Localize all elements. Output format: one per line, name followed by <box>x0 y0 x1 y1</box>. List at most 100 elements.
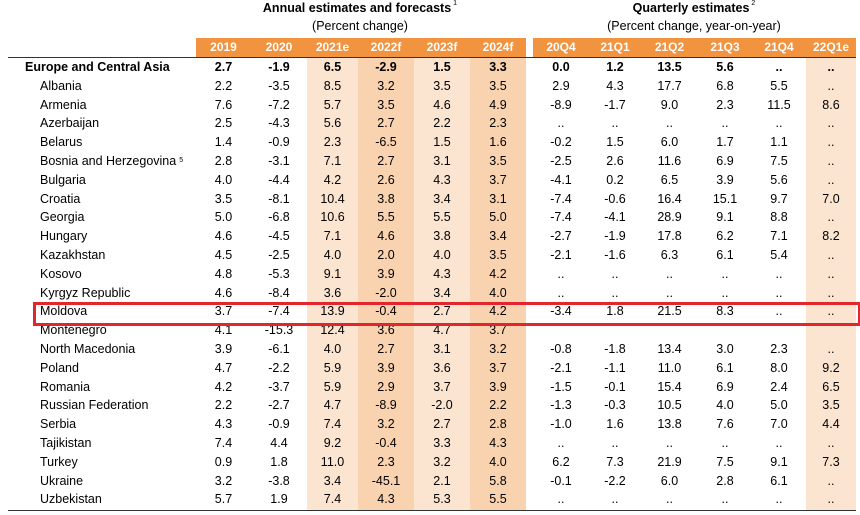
row-label: North Macedonia <box>40 342 136 356</box>
annual-cell: 5.5 <box>433 210 451 225</box>
annual-cell: -45.1 <box>371 473 401 488</box>
col-header-21q2: 21Q2 <box>654 40 685 54</box>
quarterly-cell: 1.6 <box>606 417 624 432</box>
quarterly-cell: 6.0 <box>660 473 679 488</box>
annual-cell: 2.2 <box>214 398 233 413</box>
quarterly-cell: 6.9 <box>716 379 734 394</box>
quarterly-cell: .. <box>611 436 619 450</box>
quarterly-cell: 15.1 <box>712 191 738 206</box>
annual-cell: 4.7 <box>323 398 342 413</box>
quarterly-cell: 7.1 <box>770 229 788 244</box>
annual-cell: 2.5 <box>214 116 233 131</box>
annual-cell: -4.3 <box>268 116 290 131</box>
shade-22q1e <box>806 58 856 510</box>
quarterly-title: Quarterly estimates 2 <box>632 0 756 15</box>
annual-cell: 5.8 <box>489 473 507 488</box>
table-row: Bulgaria 4.0 -4.4 4.2 2.6 4.3 3.7 -4.1 0.2 6.5 3.9… <box>0 171 860 190</box>
col-header-2019: 2019 <box>210 40 237 54</box>
annual-cell: 4.6 <box>214 285 233 300</box>
annual-cell: 9.1 <box>323 266 342 281</box>
annual-cell: 7.6 <box>214 97 233 112</box>
annual-cell: -8.4 <box>268 285 290 300</box>
annual-cell: 4.3 <box>377 492 395 507</box>
table-row: Montenegro 4.1 -15.3 12.4 3.6 4.7 3.7 <box>0 321 860 340</box>
annual-cell: 1.5 <box>433 60 451 74</box>
quarterly-cell: 2.4 <box>770 379 788 394</box>
annual-cell: 5.9 <box>323 379 342 394</box>
annual-cell: 2.7 <box>377 116 395 131</box>
col-header-21q3: 21Q3 <box>710 40 740 54</box>
quarterly-cell: -3.4 <box>550 304 572 319</box>
annual-cell: 4.4 <box>270 436 288 450</box>
annual-cell: 3.9 <box>377 266 395 281</box>
annual-cell: 4.7 <box>214 360 233 375</box>
annual-cell: 3.2 <box>214 473 233 488</box>
quarterly-cell: .. <box>827 436 835 450</box>
row-label: Hungary <box>40 229 88 244</box>
annual-cell: 3.7 <box>489 172 507 187</box>
annual-cell: 5.0 <box>489 210 507 225</box>
quarterly-cell: .. <box>557 436 565 450</box>
annual-cell: 9.2 <box>323 436 342 450</box>
annual-cell: 2.3 <box>323 135 342 150</box>
quarterly-cell: 7.0 <box>770 417 788 432</box>
annual-cell: 3.9 <box>489 379 507 394</box>
annual-cell: -2.7 <box>268 398 290 413</box>
quarterly-cell: 6.2 <box>716 229 734 244</box>
annual-cell: 0.9 <box>214 454 233 469</box>
quarterly-cell: .. <box>557 492 565 507</box>
quarterly-cell: 13.5 <box>657 60 682 74</box>
annual-cell: 1.9 <box>270 492 288 507</box>
table-row: Kyrgyz Republic 4.6 -8.4 3.6 -2.0 3.4 4.0.....… <box>0 284 860 303</box>
annual-cell: 3.7 <box>489 323 507 338</box>
annual-cell: 4.0 <box>323 248 342 262</box>
annual-cell: 3.7 <box>214 304 233 319</box>
annual-cell: 5.3 <box>433 492 451 507</box>
quarterly-cell: -2.1 <box>550 248 572 262</box>
annual-cell: 5.9 <box>323 360 342 375</box>
quarterly-cell: 2.9 <box>552 78 570 93</box>
quarterly-cell: 9.7 <box>770 191 788 206</box>
row-label: Armenia <box>40 97 87 112</box>
quarterly-cell: .. <box>557 285 565 300</box>
row-label: Azerbaijan <box>40 116 100 131</box>
quarterly-cell: 11.5 <box>767 97 791 112</box>
col-header-2020: 2020 <box>265 40 293 54</box>
annual-cell: 3.3 <box>433 436 451 450</box>
quarterly-cell: 21.9 <box>657 454 682 469</box>
quarterly-cell: -0.3 <box>604 398 626 413</box>
quarterly-cell: 4.3 <box>606 78 624 93</box>
annual-cell: -8.9 <box>375 398 397 413</box>
quarterly-cell: .. <box>775 492 783 507</box>
annual-cell: -15.3 <box>264 323 294 338</box>
annual-subtitle: (Percent change) <box>312 19 408 33</box>
table-row: Ukraine 3.2 -3.8 3.4 -45.1 2.1 5.8 -0.1 -2.2 6.0 2… <box>0 472 860 491</box>
row-label: Serbia <box>40 417 77 432</box>
col-header-2023f: 2023f <box>426 40 458 54</box>
annual-cell: 2.2 <box>214 78 233 93</box>
row-label: Russian Federation <box>40 398 149 413</box>
quarterly-cell: 3.5 <box>822 398 840 413</box>
col-header-2024f: 2024f <box>482 40 514 54</box>
annual-cell: 7.4 <box>214 436 233 450</box>
quarterly-cell: -0.6 <box>604 191 626 206</box>
quarterly-cell: 3.9 <box>716 172 734 187</box>
quarterly-cell: 9.2 <box>822 360 840 375</box>
quarterly-cell: .. <box>775 266 783 281</box>
quarterly-cell: -2.1 <box>550 360 572 375</box>
annual-cell: 5.6 <box>323 116 342 131</box>
col-header-21q1: 21Q1 <box>600 40 630 54</box>
annual-cell: 13.9 <box>320 304 345 319</box>
quarterly-cell: 2.8 <box>716 473 734 488</box>
annual-cell: 4.3 <box>489 436 507 450</box>
table-row: Bosnia and Herzegovina 5 2.8 -3.1 7.1 2.7 3.1 3… <box>0 152 860 171</box>
row-label: Montenegro <box>40 323 107 338</box>
quarterly-cell: .. <box>557 116 565 131</box>
quarterly-cell: .. <box>827 266 835 281</box>
annual-cell: -0.4 <box>375 436 397 450</box>
row-label: Europe and Central Asia <box>25 60 170 74</box>
annual-cell: 8.5 <box>323 78 342 93</box>
quarterly-cell: 17.8 <box>657 229 682 244</box>
quarterly-cell: .. <box>666 116 673 131</box>
row-label: Turkey <box>40 454 78 469</box>
